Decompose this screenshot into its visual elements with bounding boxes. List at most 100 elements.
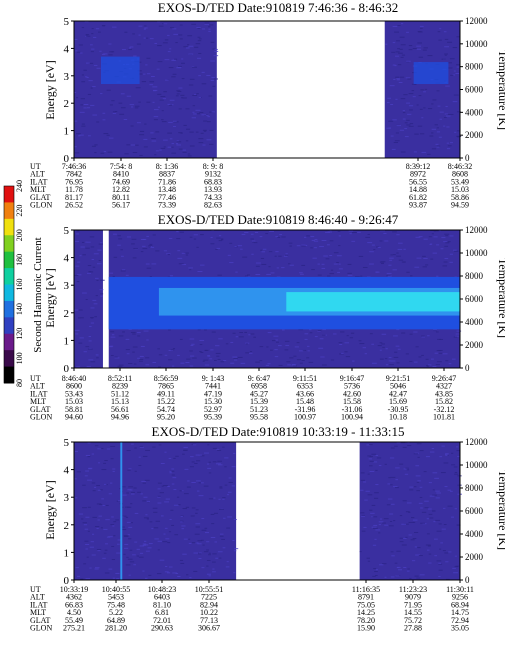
speckle [369,456,373,458]
speckle [395,467,400,469]
speckle [210,243,215,245]
speckle [407,78,412,80]
speckle [436,90,440,92]
speckle [438,569,443,571]
speckle [349,233,352,235]
speckle [157,488,161,490]
panel-3: EXOS-D/TED Date:910819 10:33:19 - 11:33:… [30,424,505,633]
speckle [447,489,452,491]
ytick-right-label: 12000 [465,225,488,235]
speckle [329,273,335,275]
speckle [440,472,446,474]
speckle [396,566,400,568]
speckle [414,575,419,577]
speckle [155,520,161,522]
speckle [319,246,324,248]
speckle [367,233,370,235]
speckle [443,507,446,509]
speckle [439,118,442,120]
speckle [337,271,341,273]
speckle [89,271,94,273]
speckle [85,241,88,243]
speckle [157,348,160,350]
speckle [127,489,132,491]
speckle [199,339,205,341]
table-cell: 7842 [66,170,82,179]
speckle [223,359,227,361]
speckle [436,492,442,494]
speckle [210,80,214,82]
speckle [171,474,175,476]
speckle [202,544,205,546]
speckle [402,110,406,112]
speckle [96,528,99,530]
speckle [192,105,196,107]
speckle [400,56,404,58]
speckle [390,576,395,578]
speckle [145,37,149,39]
table-cell: 15.03 [65,397,83,406]
speckle [169,48,172,50]
speckle [143,28,146,30]
speckle [449,253,454,255]
speckle [396,252,399,254]
speckle [436,275,439,277]
speckle [180,521,183,523]
speckle [447,67,453,69]
speckle [336,255,342,257]
speckle [74,309,78,311]
speckle [121,255,124,257]
colorbar-tick-label: 240 [15,180,24,192]
speckle [393,335,398,337]
speckle [333,333,337,335]
speckle [347,263,352,265]
speckle [222,547,226,549]
speckle [108,346,113,348]
speckle [176,238,181,240]
speckle [84,475,88,477]
speckle [219,535,224,537]
speckle [367,494,373,496]
speckle [180,520,184,522]
speckle [260,249,263,251]
speckle [189,466,194,468]
table-cell: 8: 9: 8 [203,162,223,171]
speckle [447,62,453,64]
speckle [152,234,156,236]
speckle [321,267,326,269]
speckle [358,255,364,257]
speckle [185,361,190,363]
speckle [431,447,435,449]
speckle [424,500,429,502]
speckle [217,464,223,466]
speckle [279,234,283,236]
speckle [416,257,422,259]
speckle [187,153,191,155]
speckle [398,242,403,244]
speckle [406,502,412,504]
speckle [149,81,155,83]
speckle [400,44,406,46]
ytick-right-label: 10000 [465,39,488,49]
speckle [414,452,420,454]
speckle [401,261,406,263]
speckle [420,27,423,29]
speckle [102,112,106,114]
speckle [75,497,78,499]
speckle [200,351,204,353]
speckle [379,240,383,242]
speckle [286,361,291,363]
speckle [157,93,162,95]
speckle [81,518,84,520]
speckle [151,138,156,140]
speckle [240,362,246,364]
speckle [213,55,219,57]
colorbar-swatch [4,366,14,384]
speckle [191,66,197,68]
speckle [172,477,177,479]
speckle [204,23,210,25]
speckle [117,244,121,246]
speckle [196,27,201,29]
speckle [149,521,153,523]
table-cell: -31.06 [342,405,363,414]
